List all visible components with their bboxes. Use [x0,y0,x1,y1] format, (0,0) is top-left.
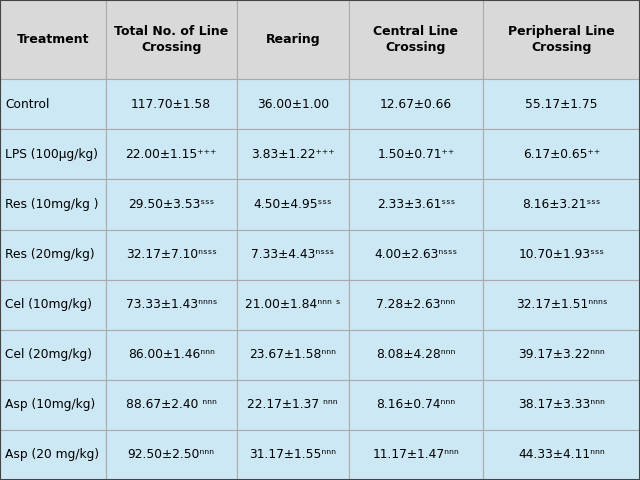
Bar [237,380,349,430]
Text: 88.67±2.40 ⁿⁿⁿ: 88.67±2.40 ⁿⁿⁿ [126,398,216,411]
Bar [349,129,483,180]
Bar [237,330,349,380]
Bar [106,79,237,129]
Text: 29.50±3.53ˢˢˢ: 29.50±3.53ˢˢˢ [128,198,214,211]
Bar [0,129,106,180]
Bar [0,279,106,330]
Text: 36.00±1.00: 36.00±1.00 [257,98,329,111]
Text: Asp (10mg/kg): Asp (10mg/kg) [5,398,95,411]
Bar [483,129,640,180]
Text: 31.17±1.55ⁿⁿⁿ: 31.17±1.55ⁿⁿⁿ [250,448,336,461]
Text: 55.17±1.75: 55.17±1.75 [525,98,598,111]
Bar [483,229,640,279]
Text: 10.70±1.93ˢˢˢ: 10.70±1.93ˢˢˢ [518,248,605,261]
Bar [106,229,237,279]
Text: 1.50±0.71⁺⁺: 1.50±0.71⁺⁺ [378,148,454,161]
Text: 22.00±1.15⁺⁺⁺: 22.00±1.15⁺⁺⁺ [125,148,217,161]
Bar [349,79,483,129]
Bar [349,380,483,430]
Text: Control: Control [5,98,49,111]
Bar [237,430,349,480]
Bar [349,180,483,229]
Bar [349,279,483,330]
Bar [0,0,106,79]
Text: 4.50±4.95ˢˢˢ: 4.50±4.95ˢˢˢ [253,198,332,211]
Text: LPS (100µg/kg): LPS (100µg/kg) [5,148,98,161]
Text: Rearing: Rearing [266,33,320,46]
Bar [483,0,640,79]
Text: Central Line
Crossing: Central Line Crossing [374,25,458,54]
Text: 86.00±1.46ⁿⁿⁿ: 86.00±1.46ⁿⁿⁿ [128,348,214,361]
Bar [0,380,106,430]
Bar [0,330,106,380]
Text: 92.50±2.50ⁿⁿⁿ: 92.50±2.50ⁿⁿⁿ [128,448,214,461]
Text: 8.16±0.74ⁿⁿⁿ: 8.16±0.74ⁿⁿⁿ [376,398,456,411]
Bar [483,380,640,430]
Bar [106,330,237,380]
Text: Peripheral Line
Crossing: Peripheral Line Crossing [508,25,615,54]
Bar [0,79,106,129]
Text: 8.16±3.21ˢˢˢ: 8.16±3.21ˢˢˢ [522,198,601,211]
Text: 32.17±7.10ⁿˢˢˢ: 32.17±7.10ⁿˢˢˢ [126,248,216,261]
Bar [0,180,106,229]
Bar [483,79,640,129]
Bar [0,430,106,480]
Text: 32.17±1.51ⁿⁿⁿˢ: 32.17±1.51ⁿⁿⁿˢ [516,298,607,311]
Text: Treatment: Treatment [17,33,89,46]
Bar [0,229,106,279]
Bar [237,0,349,79]
Text: 7.33±4.43ⁿˢˢˢ: 7.33±4.43ⁿˢˢˢ [252,248,334,261]
Text: 11.17±1.47ⁿⁿⁿ: 11.17±1.47ⁿⁿⁿ [372,448,460,461]
Text: 73.33±1.43ⁿⁿⁿˢ: 73.33±1.43ⁿⁿⁿˢ [125,298,217,311]
Text: 12.67±0.66: 12.67±0.66 [380,98,452,111]
Text: 2.33±3.61ˢˢˢ: 2.33±3.61ˢˢˢ [377,198,455,211]
Bar [483,279,640,330]
Text: 7.28±2.63ⁿⁿⁿ: 7.28±2.63ⁿⁿⁿ [376,298,456,311]
Text: 3.83±1.22⁺⁺⁺: 3.83±1.22⁺⁺⁺ [251,148,335,161]
Text: 22.17±1.37 ⁿⁿⁿ: 22.17±1.37 ⁿⁿⁿ [248,398,338,411]
Text: 4.00±2.63ⁿˢˢˢ: 4.00±2.63ⁿˢˢˢ [374,248,458,261]
Bar [349,430,483,480]
Bar [106,380,237,430]
Bar [237,229,349,279]
Text: Asp (20 mg/kg): Asp (20 mg/kg) [5,448,99,461]
Bar [237,279,349,330]
Text: 8.08±4.28ⁿⁿⁿ: 8.08±4.28ⁿⁿⁿ [376,348,456,361]
Bar [237,79,349,129]
Bar [106,180,237,229]
Text: Res (10mg/kg ): Res (10mg/kg ) [5,198,99,211]
Bar [106,129,237,180]
Text: 39.17±3.22ⁿⁿⁿ: 39.17±3.22ⁿⁿⁿ [518,348,605,361]
Text: Res (20mg/kg): Res (20mg/kg) [5,248,95,261]
Bar [483,430,640,480]
Text: 117.70±1.58: 117.70±1.58 [131,98,211,111]
Bar [237,180,349,229]
Text: Cel (10mg/kg): Cel (10mg/kg) [5,298,92,311]
Bar [483,330,640,380]
Text: 44.33±4.11ⁿⁿⁿ: 44.33±4.11ⁿⁿⁿ [518,448,605,461]
Bar [106,0,237,79]
Bar [349,330,483,380]
Bar [349,229,483,279]
Bar [106,279,237,330]
Text: 23.67±1.58ⁿⁿⁿ: 23.67±1.58ⁿⁿⁿ [250,348,336,361]
Bar [237,129,349,180]
Text: Cel (20mg/kg): Cel (20mg/kg) [5,348,92,361]
Text: 21.00±1.84ⁿⁿⁿ ˢ: 21.00±1.84ⁿⁿⁿ ˢ [245,298,340,311]
Text: 6.17±0.65⁺⁺: 6.17±0.65⁺⁺ [523,148,600,161]
Bar [106,430,237,480]
Bar [349,0,483,79]
Text: 38.17±3.33ⁿⁿⁿ: 38.17±3.33ⁿⁿⁿ [518,398,605,411]
Text: Total No. of Line
Crossing: Total No. of Line Crossing [114,25,228,54]
Bar [483,180,640,229]
